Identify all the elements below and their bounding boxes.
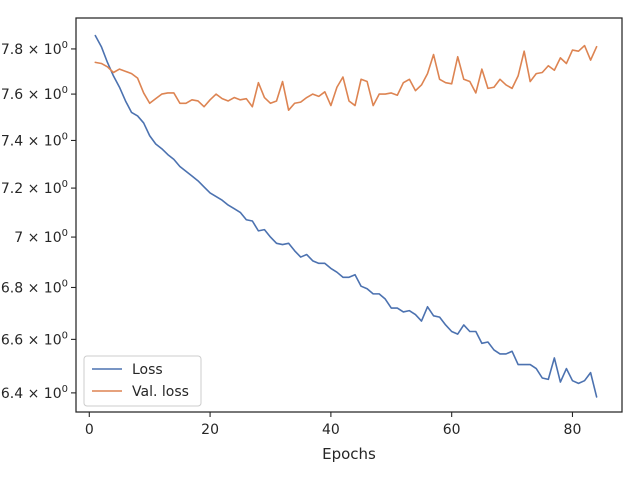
y-tick-mantissa: 7.2 × [1, 181, 44, 197]
y-tick-base: 10 [44, 230, 62, 246]
legend: Loss Val. loss [83, 355, 202, 407]
y-tick-exponent: 0 [62, 278, 68, 289]
x-tick-label: 80 [564, 422, 582, 438]
y-tick-exponent: 0 [62, 384, 68, 395]
x-tick-label: 40 [322, 422, 340, 438]
y-tick-exponent: 0 [62, 131, 68, 142]
series-line-val-loss [94, 44, 598, 111]
y-tick-mantissa: 7 × [14, 230, 44, 246]
y-tick-label: 7.2 × 100 [1, 179, 68, 197]
x-axis-label: Epochs [322, 445, 376, 463]
y-tick-mantissa: 7.4 × [1, 133, 44, 149]
y-tick-mantissa: 6.8 × [1, 280, 44, 296]
series-layer [94, 34, 598, 398]
y-tick-mantissa: 7.8 × [1, 42, 44, 58]
legend-label-loss: Loss [132, 362, 163, 378]
y-tick-exponent: 0 [62, 179, 68, 190]
y-tick-label: 6.8 × 100 [1, 278, 68, 296]
y-tick-base: 10 [44, 181, 62, 197]
y-tick-mantissa: 6.4 × [1, 386, 44, 402]
y-tick-label: 7.4 × 100 [1, 131, 68, 149]
y-tick-label: 6.4 × 100 [1, 384, 68, 402]
y-tick-mantissa: 7.6 × [1, 87, 44, 103]
y-tick-label: 6.6 × 100 [1, 330, 68, 348]
y-tick-label: 7.8 × 100 [1, 40, 68, 58]
plot-frame [75, 17, 623, 413]
y-tick-base: 10 [44, 386, 62, 402]
y-tick-label: 7 × 100 [14, 228, 68, 246]
y-tick-label: 7.6 × 100 [1, 85, 68, 103]
y-tick-exponent: 0 [62, 85, 68, 96]
y-tick-base: 10 [44, 332, 62, 348]
y-tick-exponent: 0 [62, 228, 68, 239]
y-tick-base: 10 [44, 280, 62, 296]
x-tick-label: 20 [201, 422, 219, 438]
y-tick-base: 10 [44, 87, 62, 103]
y-tick-exponent: 0 [62, 40, 68, 51]
legend-label-val-loss: Val. loss [132, 384, 189, 400]
y-tick-exponent: 0 [62, 330, 68, 341]
series-line-loss [94, 34, 598, 398]
x-tick-label: 60 [443, 422, 461, 438]
y-tick-base: 10 [44, 42, 62, 58]
x-axis: 0 20 40 60 80 [85, 412, 582, 438]
x-tick-label: 0 [85, 422, 94, 438]
y-tick-mantissa: 6.6 × [1, 332, 44, 348]
y-tick-base: 10 [44, 133, 62, 149]
